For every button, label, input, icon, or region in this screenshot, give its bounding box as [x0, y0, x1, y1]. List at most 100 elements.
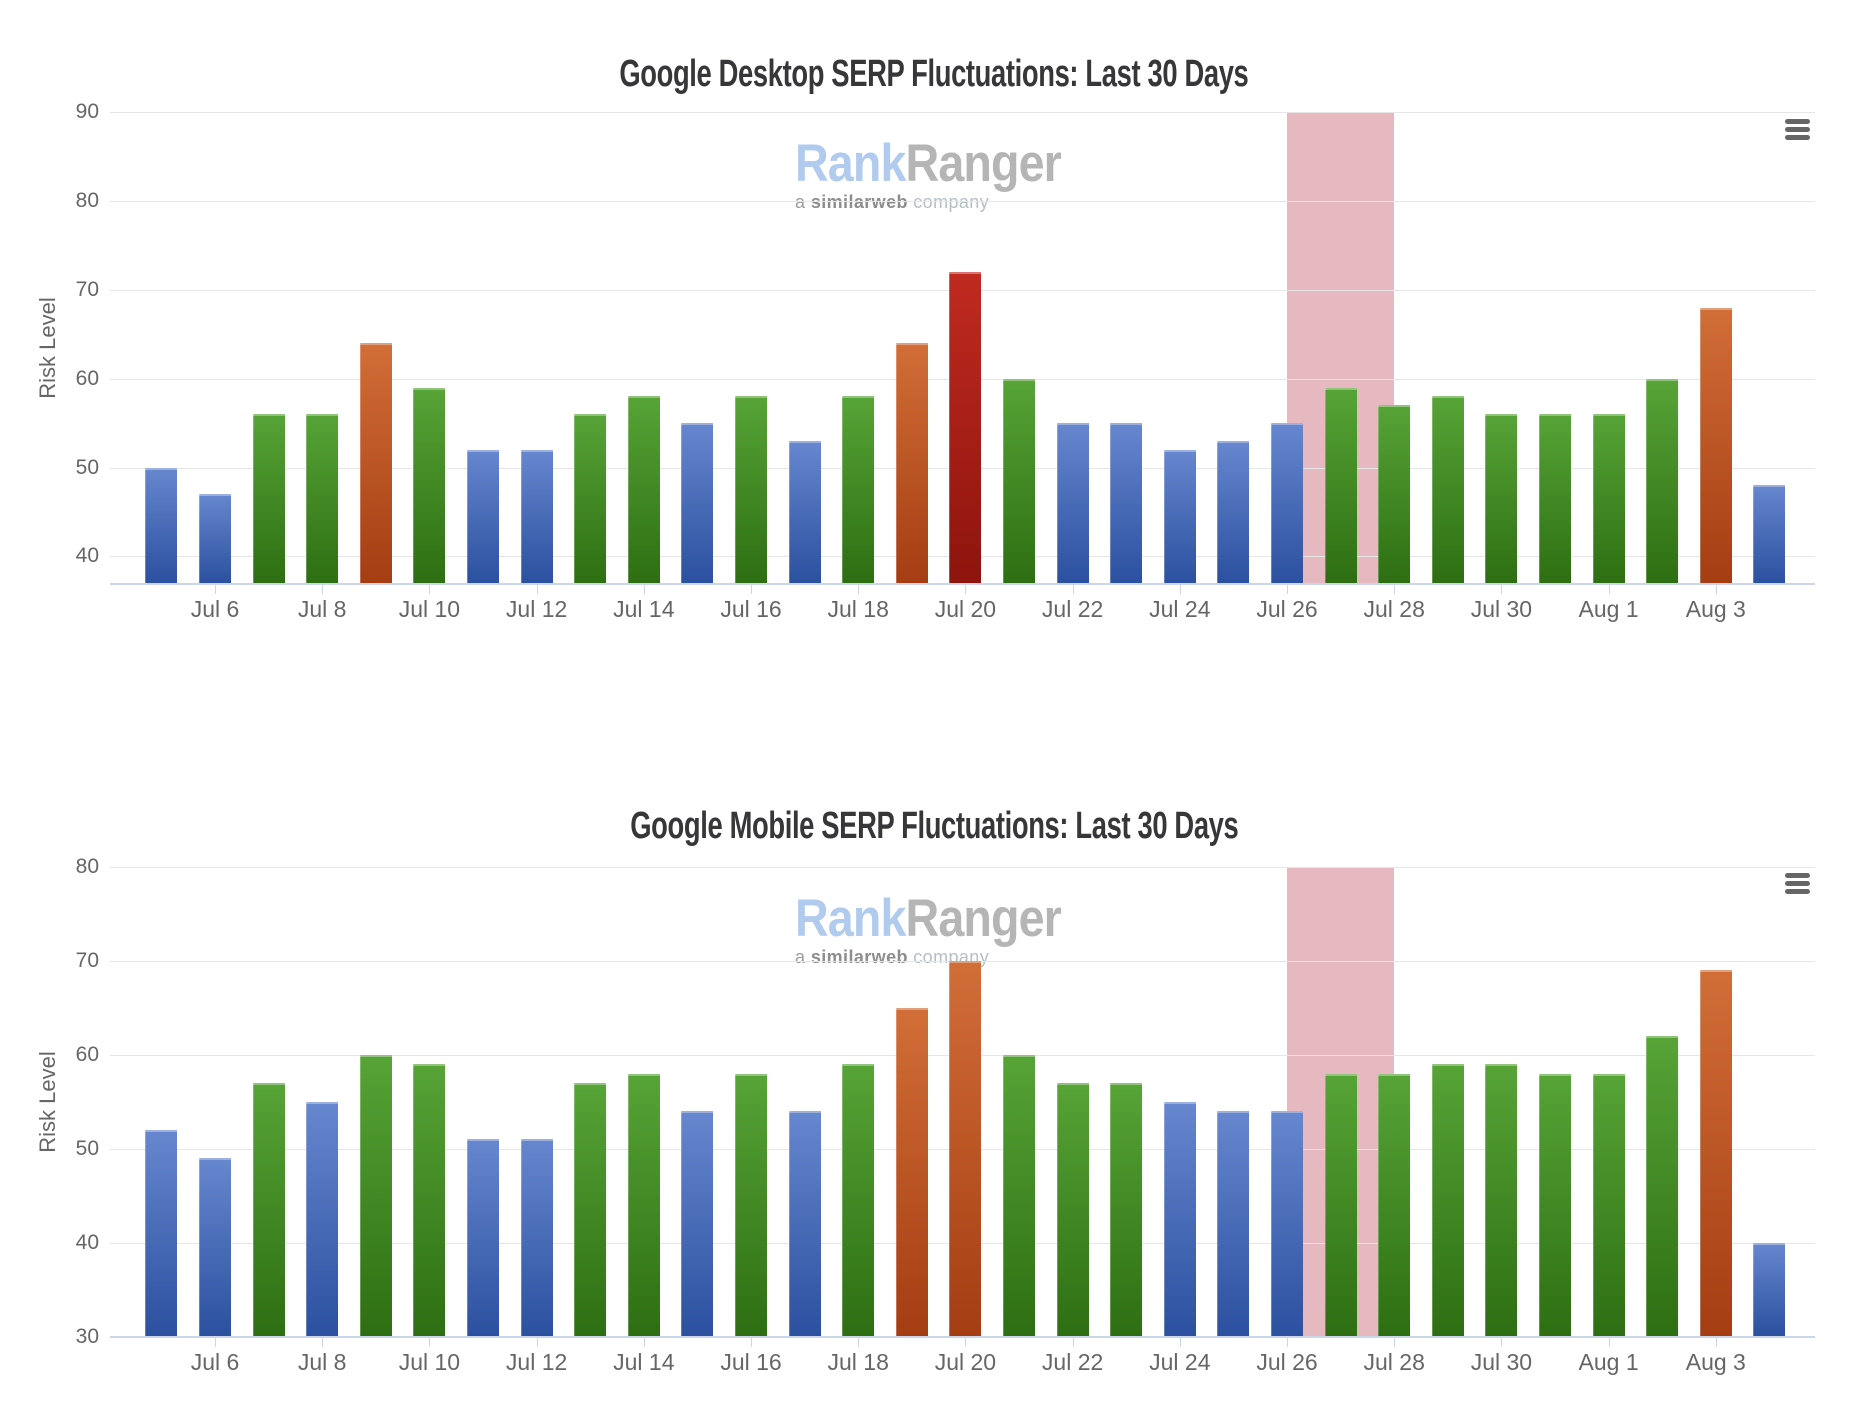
- x-axis-tick: [322, 585, 324, 594]
- bar-aug-1[interactable]: [1592, 1073, 1625, 1337]
- x-axis-tick: [1501, 1337, 1503, 1347]
- bar-jul-13[interactable]: [574, 1082, 607, 1337]
- bar-jul-12[interactable]: [520, 1139, 553, 1337]
- bar-jul-31[interactable]: [1539, 414, 1571, 584]
- bar-jul-11[interactable]: [467, 1139, 499, 1337]
- bar-aug-1[interactable]: [1592, 414, 1625, 584]
- bar-jul-14[interactable]: [627, 396, 660, 584]
- bar-jul-9[interactable]: [359, 343, 392, 584]
- x-axis-tick: [751, 585, 752, 594]
- bar-jul-24[interactable]: [1163, 1101, 1196, 1337]
- bar-aug-3[interactable]: [1699, 970, 1732, 1337]
- bar-jul-26[interactable]: [1271, 423, 1303, 584]
- x-axis-label: Aug 3: [1685, 596, 1746, 622]
- bar-jul-21[interactable]: [1003, 378, 1035, 584]
- bar-jul-27[interactable]: [1324, 1073, 1357, 1337]
- x-axis-label: Jul 14: [613, 596, 675, 622]
- bar-aug-3[interactable]: [1699, 307, 1732, 584]
- x-axis-tick: [1608, 585, 1610, 594]
- bar-jul-21[interactable]: [1003, 1054, 1035, 1337]
- bar-aug-2[interactable]: [1646, 378, 1679, 584]
- bar-jul-22[interactable]: [1056, 423, 1089, 584]
- bar-jul-17[interactable]: [788, 440, 821, 584]
- x-axis-label: Jul 28: [1363, 1349, 1425, 1375]
- bar-jul-15[interactable]: [681, 1111, 714, 1337]
- mobile-chart-title-wrap: Google Mobile SERP Fluctuations: Last 30…: [0, 805, 1868, 849]
- bar-jul-14[interactable]: [627, 1073, 660, 1337]
- bar-jul-15[interactable]: [681, 423, 714, 584]
- bar-jul-28[interactable]: [1378, 405, 1411, 584]
- bar-jul-5[interactable]: [145, 467, 178, 584]
- x-axis-label: Jul 18: [827, 1349, 889, 1375]
- x-axis-tick: [536, 585, 538, 594]
- bar-aug-2[interactable]: [1646, 1035, 1679, 1337]
- bar-jul-22[interactable]: [1056, 1082, 1089, 1337]
- bar-jul-28[interactable]: [1378, 1073, 1411, 1337]
- x-axis-label: Jul 22: [1041, 596, 1104, 622]
- bar-jul-30[interactable]: [1485, 1064, 1518, 1337]
- bar-jul-23[interactable]: [1110, 1082, 1143, 1337]
- bar-jul-6[interactable]: [199, 494, 231, 584]
- x-axis-tick: [1715, 1337, 1717, 1347]
- x-axis-tick: [429, 1337, 431, 1347]
- bar-jul-11[interactable]: [467, 449, 499, 584]
- bar-jul-29[interactable]: [1431, 396, 1464, 584]
- x-axis-tick: [1394, 585, 1396, 594]
- x-axis-tick: [1715, 585, 1717, 594]
- x-axis-label: Jul 24: [1149, 1349, 1211, 1375]
- logo-rank-text: Rank: [795, 134, 906, 193]
- y-axis-label: 70: [75, 948, 99, 972]
- bar-jul-9[interactable]: [359, 1054, 392, 1337]
- chart-context-menu-button[interactable]: [1785, 873, 1810, 894]
- bar-jul-7[interactable]: [252, 1082, 285, 1337]
- y-axis-label: 90: [75, 100, 99, 123]
- bar-jul-26[interactable]: [1271, 1111, 1303, 1337]
- bar-jul-18[interactable]: [842, 396, 875, 584]
- chart-context-menu-button[interactable]: [1785, 119, 1810, 140]
- bar-jul-23[interactable]: [1110, 423, 1143, 584]
- bar-jul-24[interactable]: [1163, 449, 1196, 584]
- x-axis-label: Aug 1: [1578, 1349, 1639, 1375]
- hamburger-line: [1785, 881, 1810, 886]
- x-axis-label: Aug 1: [1578, 596, 1639, 622]
- y-axis-label: 40: [75, 544, 99, 568]
- bar-jul-19[interactable]: [895, 343, 928, 584]
- bar-jul-17[interactable]: [788, 1111, 821, 1337]
- bar-jul-10[interactable]: [413, 387, 446, 584]
- x-axis-tick: [429, 585, 431, 594]
- bar-jul-16[interactable]: [735, 396, 767, 584]
- x-axis-tick: [1179, 1337, 1181, 1347]
- x-axis-label: Jul 16: [720, 1349, 782, 1375]
- bar-jul-27[interactable]: [1324, 387, 1357, 584]
- bar-jul-10[interactable]: [413, 1064, 446, 1337]
- bar-aug-4[interactable]: [1753, 485, 1786, 584]
- x-axis-label: Jul 14: [613, 1349, 675, 1375]
- bar-jul-25[interactable]: [1217, 1111, 1250, 1337]
- y-axis-label: 50: [75, 455, 99, 479]
- bar-jul-16[interactable]: [735, 1073, 767, 1337]
- bar-jul-7[interactable]: [252, 414, 285, 584]
- y-axis-label: 50: [75, 1136, 99, 1160]
- hamburger-line: [1785, 873, 1810, 878]
- bar-jul-29[interactable]: [1431, 1064, 1464, 1337]
- bar-jul-19[interactable]: [895, 1007, 928, 1337]
- bar-jul-8[interactable]: [306, 414, 339, 584]
- rankranger-watermark: RankRanger a similarweb company: [795, 137, 1097, 213]
- bar-jul-8[interactable]: [306, 1101, 339, 1337]
- bar-aug-4[interactable]: [1753, 1242, 1786, 1337]
- bar-jul-18[interactable]: [842, 1064, 875, 1337]
- bar-jul-25[interactable]: [1217, 440, 1250, 584]
- bar-jul-13[interactable]: [574, 414, 607, 584]
- x-axis-tick: [858, 1337, 860, 1347]
- bar-jul-5[interactable]: [145, 1129, 178, 1337]
- chart-title: Google Mobile SERP Fluctuations: Last 30…: [629, 805, 1239, 847]
- bar-jul-20[interactable]: [949, 272, 982, 584]
- bar-jul-20[interactable]: [949, 960, 982, 1337]
- bar-jul-12[interactable]: [520, 449, 553, 584]
- x-axis-tick: [215, 1337, 216, 1347]
- bar-jul-30[interactable]: [1485, 414, 1518, 584]
- bar-jul-31[interactable]: [1539, 1073, 1571, 1337]
- x-axis-tick: [965, 585, 967, 594]
- bar-jul-6[interactable]: [199, 1158, 231, 1337]
